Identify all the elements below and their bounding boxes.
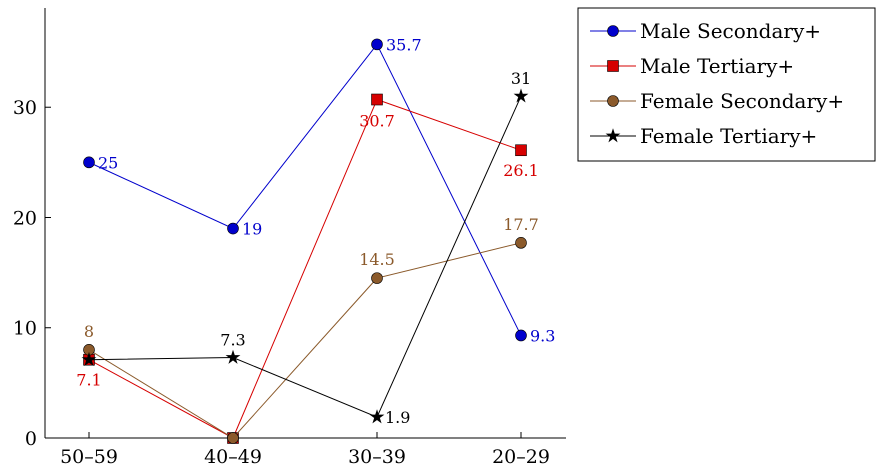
y-tick-label: 20: [13, 207, 37, 229]
data-label-female-tertiary: 1.9: [385, 408, 410, 427]
legend-marker-male-secondary: [607, 25, 619, 37]
data-point-female-tertiary: [513, 88, 529, 103]
data-label-female-secondary: 14.5: [359, 250, 395, 269]
legend-entry-male-tertiary: Male Tertiary+: [590, 54, 794, 78]
data-label-female-tertiary: 7.3: [220, 331, 245, 350]
series-male-tertiary: [83, 93, 527, 444]
x-tick-label: 50–59: [60, 446, 118, 468]
legend-marker-female-tertiary: [605, 128, 621, 143]
data-point-female-secondary: [515, 237, 527, 249]
data-label-female-secondary: 8: [84, 322, 94, 341]
data-label-male-secondary: 35.7: [386, 35, 422, 54]
legend-label-female-tertiary: Female Tertiary+: [640, 124, 817, 148]
data-label-female-tertiary: 31: [511, 69, 531, 88]
y-tick-label: 0: [25, 428, 37, 450]
series-line-male-tertiary: [88, 98, 522, 439]
x-tick-label: 40–49: [204, 446, 262, 468]
series-male-secondary: [83, 38, 527, 342]
axes: 0 10 20 30 50–59 40–49 30–39 20–29: [13, 8, 566, 468]
data-label-male-tertiary: 30.7: [359, 112, 395, 131]
data-label-female-secondary: 17.7: [503, 215, 539, 234]
data-point-male-tertiary: [371, 93, 383, 106]
x-tick-label: 20–29: [492, 446, 550, 468]
legend-marker-female-secondary: [607, 95, 619, 107]
data-label-male-secondary: 19: [242, 220, 262, 239]
data-label-male-tertiary: 7.1: [76, 371, 101, 390]
data-point-female-tertiary: [81, 351, 97, 367]
legend-label-male-tertiary: Male Tertiary+: [640, 54, 794, 78]
data-point-female-secondary: [371, 272, 383, 284]
legend-marker-male-tertiary: [607, 60, 619, 72]
legend-label-male-secondary: Male Secondary+: [640, 19, 821, 43]
y-tick-label: 30: [13, 97, 37, 119]
data-point-male-secondary: [227, 222, 239, 235]
legend: Male Secondary+ Male Tertiary+ Female Seco…: [577, 7, 876, 162]
data-point-male-secondary: [371, 38, 383, 51]
series-line-female-secondary: [88, 242, 522, 439]
legend-entry-female-tertiary: Female Tertiary+: [590, 124, 817, 148]
legend-label-female-secondary: Female Secondary+: [640, 89, 844, 113]
data-label-male-secondary: 25: [98, 153, 118, 172]
legend-entry-female-secondary: Female Secondary+: [590, 89, 844, 113]
y-tick-label: 10: [13, 318, 37, 340]
series-line-male-secondary: [88, 43, 522, 336]
data-label-male-secondary: 9.3: [530, 326, 555, 345]
data-point-female-tertiary: [369, 409, 385, 424]
legend-entry-male-secondary: Male Secondary+: [590, 19, 821, 43]
series-line-female-tertiary: [88, 96, 522, 418]
data-point-male-secondary: [83, 156, 95, 169]
series-female-secondary: [83, 237, 527, 444]
series-lines: [81, 38, 529, 444]
series-female-tertiary: [81, 88, 529, 424]
data-labels: 25 19 35.7 9.3 7.1 30.7 26.1 8 14.5 17.7 7.3 1.9 31: [76, 35, 555, 427]
data-point-female-secondary: [227, 432, 239, 444]
data-point-male-tertiary: [515, 144, 527, 157]
x-tick-label: 30–39: [348, 446, 406, 468]
data-point-male-secondary: [515, 329, 527, 342]
data-point-female-tertiary: [225, 349, 241, 364]
data-label-male-tertiary: 26.1: [503, 161, 539, 180]
